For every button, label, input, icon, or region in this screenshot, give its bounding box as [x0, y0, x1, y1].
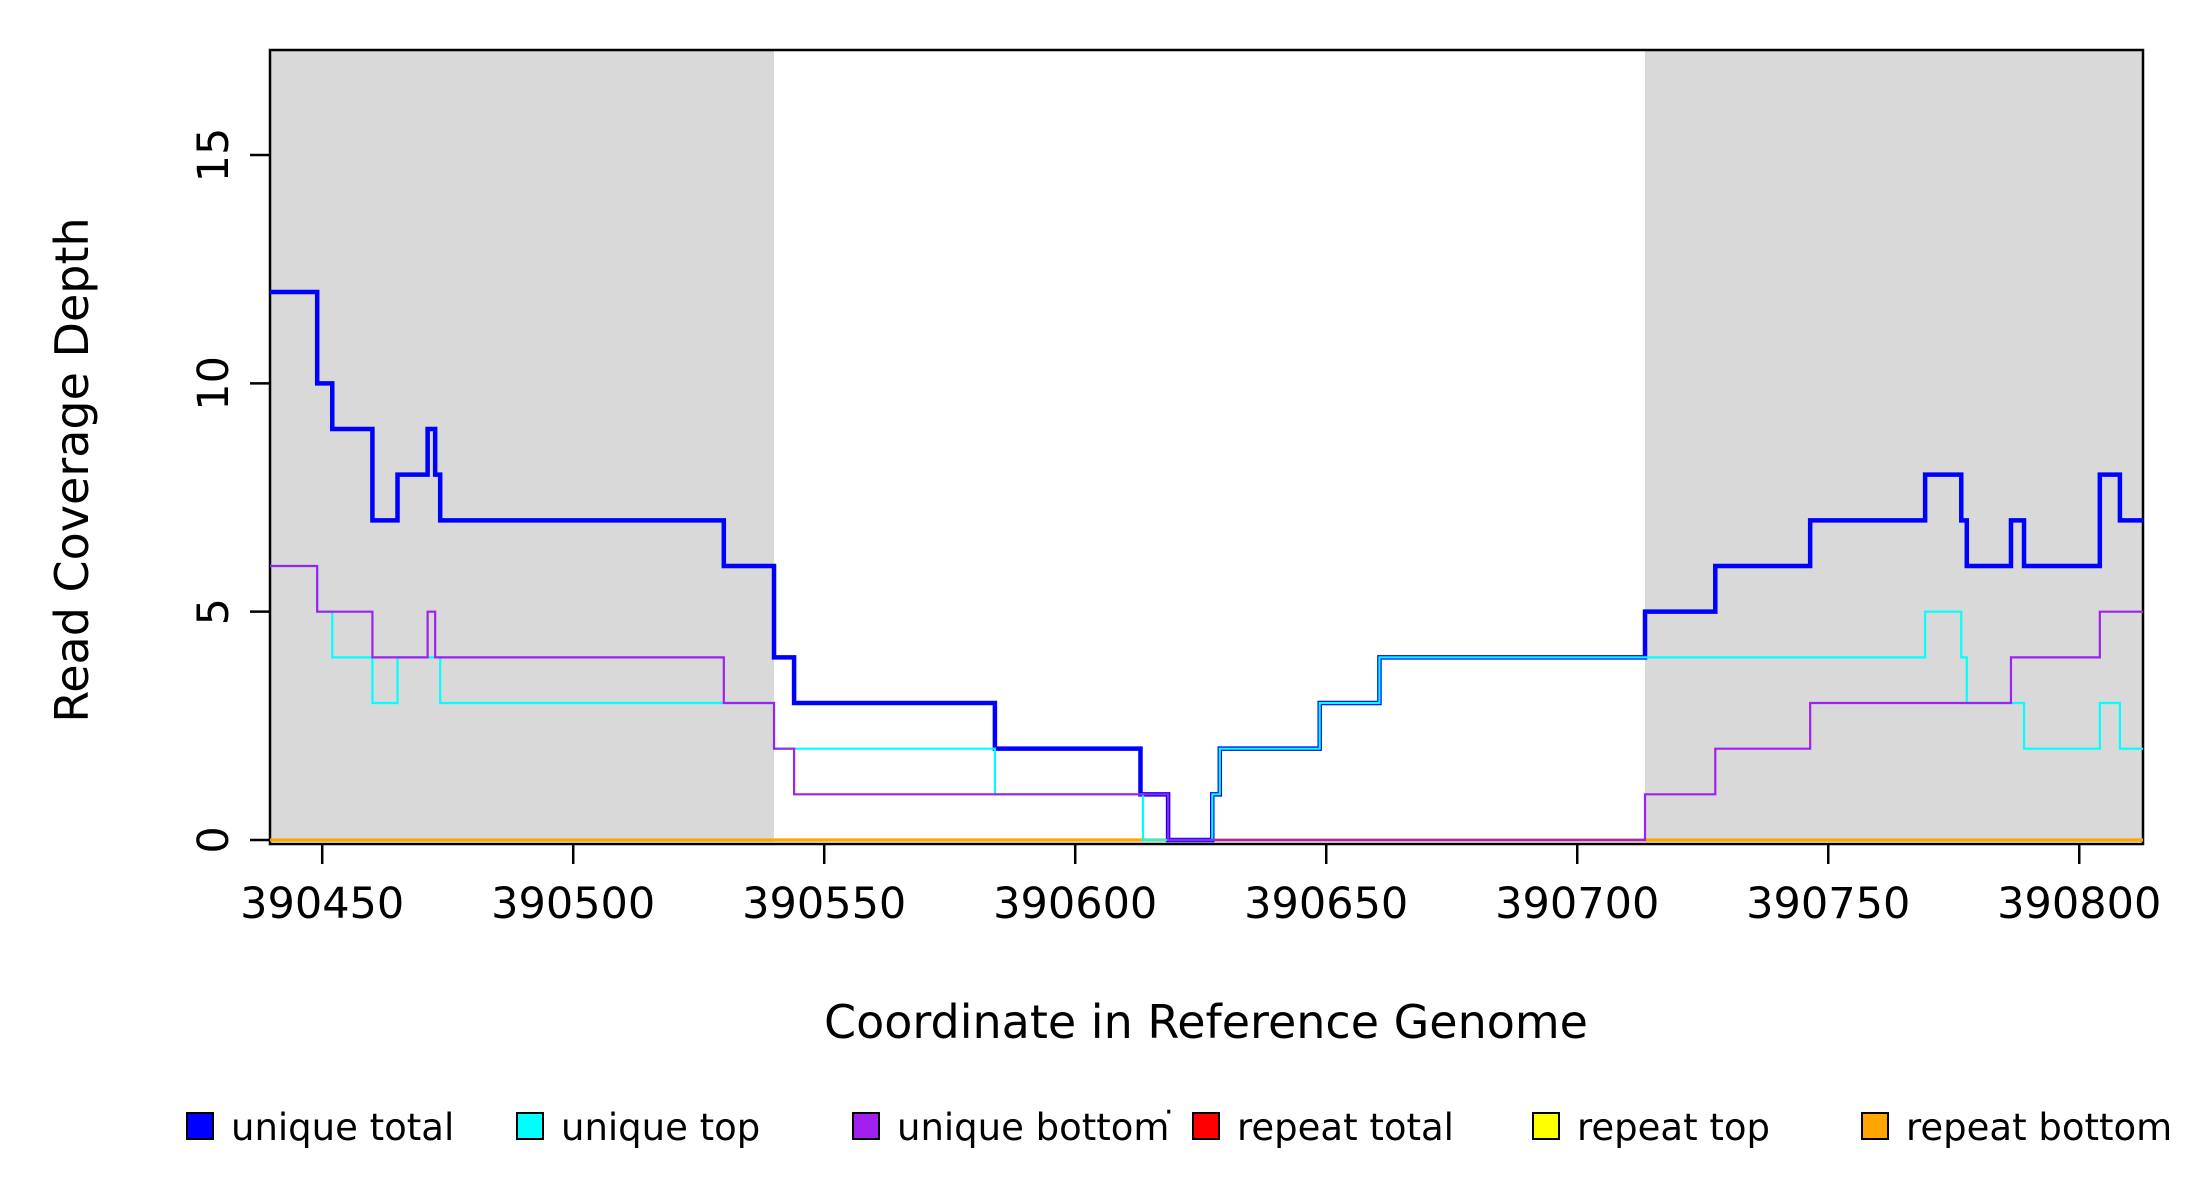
y-tick-label: 10	[189, 356, 239, 411]
y-tick-label: 0	[189, 826, 239, 853]
x-tick-label: 390800	[1997, 879, 2161, 929]
legend-label-repeat-top: repeat top	[1577, 1106, 1770, 1149]
legend: unique total unique top unique bottom repea…	[186, 1095, 2172, 1149]
series-lines-layer	[270, 289, 2143, 843]
legend-label-unique-total: unique total	[231, 1106, 454, 1149]
plot-box-layer	[268, 48, 2145, 846]
x-tick-label: 390750	[1746, 879, 1910, 929]
x-tick-label: 390600	[993, 879, 1157, 929]
x-tick-label: 390550	[742, 879, 906, 929]
legend-swatch-unique-top	[516, 1112, 544, 1140]
legend-swatch-unique-bottom	[852, 1112, 880, 1140]
series-line-unique-bottom	[270, 564, 2143, 842]
legend-swatch-unique-total	[186, 1112, 214, 1140]
legend-swatch-repeat-total	[1192, 1112, 1220, 1140]
x-tick-label: 390700	[1495, 879, 1659, 929]
legend-label-repeat-bottom: repeat bottom	[1906, 1106, 2172, 1149]
plot-border-box	[268, 48, 2145, 846]
series-line-unique-top	[270, 564, 2143, 842]
legend-swatch-repeat-top	[1532, 1112, 1560, 1140]
x-tick-label: 390500	[491, 879, 655, 929]
legend-label-unique-top: unique top	[561, 1106, 760, 1149]
legend-swatch-repeat-bottom	[1861, 1112, 1889, 1140]
x-axis-title: Coordinate in Reference Genome	[824, 995, 1588, 1049]
y-axis-title: Read Coverage Depth	[45, 217, 99, 722]
x-tick-label: 390650	[1244, 879, 1408, 929]
legend-stray-dot: ·	[1164, 1095, 1174, 1130]
axis-ticks-layer: 390450 390500 390550 390600 390650 390700 3907…	[189, 128, 2161, 929]
legend-label-repeat-total: repeat total	[1237, 1106, 1454, 1149]
y-tick-label: 15	[189, 128, 239, 183]
shaded-regions-layer	[270, 50, 2143, 842]
repeat-region-right	[1645, 50, 2143, 842]
y-tick-label: 5	[189, 598, 239, 625]
x-tick-label: 390450	[240, 879, 404, 929]
repeat-region-left	[270, 50, 775, 842]
legend-label-unique-bottom: unique bottom	[897, 1106, 1169, 1149]
